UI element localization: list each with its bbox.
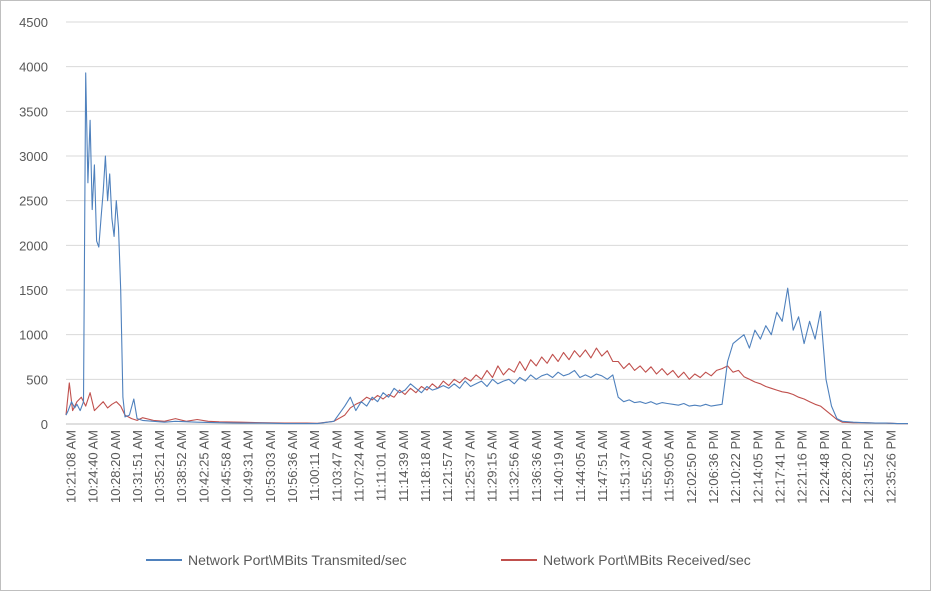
- x-tick-label: 11:36:36 AM: [529, 430, 544, 502]
- x-tick-label: 11:07:24 AM: [351, 430, 366, 502]
- legend: Network Port\MBits Transmited/sec Network…: [146, 552, 751, 568]
- legend-label: Network Port\MBits Received/sec: [543, 552, 751, 568]
- x-tick-label: 11:55:20 AM: [640, 430, 655, 502]
- x-tick-label: 10:38:52 AM: [174, 430, 189, 503]
- x-tick-label: 11:00:11 AM: [307, 430, 322, 501]
- y-tick-label: 4500: [19, 15, 48, 30]
- y-tick-label: 3500: [19, 104, 48, 119]
- x-tick-label: 12:14:05 PM: [750, 430, 765, 504]
- y-tick-label: 2000: [19, 238, 48, 253]
- x-tick-label: 10:21:08 AM: [63, 430, 78, 503]
- x-tick-label: 11:18:18 AM: [418, 430, 433, 502]
- x-tick-label: 11:29:15 AM: [484, 430, 499, 502]
- x-tick-label: 12:24:48 PM: [817, 430, 832, 504]
- y-tick-label: 1000: [19, 328, 48, 343]
- x-tick-label: 10:42:25 AM: [196, 430, 211, 503]
- x-tick-label: 11:44:05 AM: [573, 430, 588, 502]
- x-tick-label: 11:32:56 AM: [507, 430, 522, 502]
- x-tick-label: 12:21:16 PM: [795, 430, 810, 504]
- y-tick-label: 1500: [19, 283, 48, 298]
- x-tick-label: 10:31:51 AM: [130, 430, 145, 503]
- x-tick-label: 12:31:52 PM: [861, 430, 876, 504]
- y-tick-label: 3000: [19, 149, 48, 164]
- x-tick-label: 11:21:57 AM: [440, 430, 455, 502]
- x-tick-label: 11:14:39 AM: [396, 430, 411, 502]
- gridlines: [66, 21, 908, 425]
- x-tick-label: 11:25:37 AM: [462, 430, 477, 502]
- y-tick-label: 500: [26, 372, 48, 387]
- x-tick-label: 10:53:03 AM: [263, 430, 278, 503]
- x-tick-label: 11:40:19 AM: [551, 430, 566, 502]
- series-line-1: [65, 347, 908, 425]
- x-tick-label: 11:51:37 AM: [617, 430, 632, 502]
- x-tick-label: 12:10:22 PM: [728, 430, 743, 504]
- x-tick-label: 12:02:50 PM: [684, 430, 699, 504]
- x-tick-label: 11:03:47 AM: [329, 430, 344, 502]
- x-tick-label: 12:17:41 PM: [772, 430, 787, 504]
- series-line-0: [65, 72, 908, 425]
- x-axis-tick-labels: 10:21:08 AM 10:24:40 AM 10:28:20 AM 10:31:5…: [63, 430, 898, 504]
- y-axis-tick-labels: 0 500 1000 1500 2000 2500 3000 3500 4000 4500: [19, 15, 48, 432]
- x-tick-label: 10:24:40 AM: [86, 430, 101, 503]
- legend-label: Network Port\MBits Transmited/sec: [188, 552, 407, 568]
- x-tick-label: 10:35:21 AM: [152, 430, 167, 503]
- x-tick-label: 10:28:20 AM: [108, 430, 123, 503]
- x-tick-label: 12:35:26 PM: [883, 430, 898, 504]
- x-tick-label: 11:47:51 AM: [595, 430, 610, 502]
- x-tick-label: 11:59:05 AM: [662, 430, 677, 502]
- y-tick-label: 0: [41, 417, 48, 432]
- y-tick-label: 2500: [19, 194, 48, 209]
- x-tick-label: 10:56:36 AM: [285, 430, 300, 503]
- x-tick-label: 12:06:36 PM: [706, 430, 721, 504]
- x-tick-label: 12:28:20 PM: [839, 430, 854, 504]
- x-tick-label: 11:11:01 AM: [374, 430, 389, 501]
- series-lines: [65, 72, 908, 425]
- x-tick-label: 10:45:58 AM: [219, 430, 234, 503]
- x-tick-label: 10:49:31 AM: [241, 430, 256, 503]
- y-tick-label: 4000: [19, 60, 48, 75]
